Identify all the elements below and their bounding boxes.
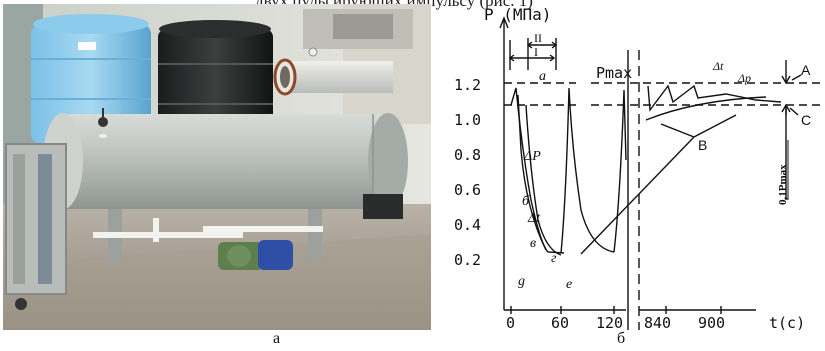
- label-pmax: Pmax: [596, 64, 632, 82]
- y-tick-1-0: 1.0: [454, 111, 481, 129]
- label-g: г: [551, 251, 557, 266]
- y-tick-0-4: 0.4: [454, 216, 481, 234]
- y-axis-label: P (МПа): [484, 5, 551, 24]
- x-tick-120: 120: [596, 314, 623, 330]
- y-tick-0-8: 0.8: [454, 146, 481, 164]
- x-tick-0: 0: [506, 314, 515, 330]
- label-II: II: [534, 31, 542, 45]
- label-B: B: [698, 137, 707, 153]
- caption-b: б: [617, 330, 626, 347]
- pump-unit: [218, 240, 293, 270]
- x-tick-60: 60: [551, 314, 569, 330]
- upper-pipe: [273, 47, 393, 96]
- label-delta-p: ΔP: [523, 149, 541, 164]
- x-tick-840: 840: [644, 314, 671, 330]
- pressure-diagram: P (МПа) 1.2 1.0 0.8 0.6 0.4 0.2 0 60 120…: [454, 5, 825, 330]
- left-frame: [5, 143, 67, 310]
- label-C: C: [801, 112, 811, 128]
- y-tick-1-2: 1.2: [454, 76, 481, 94]
- caption-a: а: [273, 330, 281, 347]
- label-I: I: [534, 45, 538, 59]
- label-delta-p-small: Δp: [737, 71, 751, 85]
- label-A: A: [801, 62, 811, 78]
- x-axis-label: t(c): [769, 314, 805, 330]
- y-tick-0-2: 0.2: [454, 251, 481, 269]
- label-b: б: [522, 194, 530, 209]
- main-horizontal-tank: [43, 108, 408, 209]
- label-a: a: [539, 69, 546, 84]
- equipment-photo: [3, 4, 431, 330]
- label-e: е: [566, 277, 572, 292]
- label-delta-t-small: Δt: [712, 59, 724, 73]
- label-v: в: [530, 236, 536, 251]
- y-tick-0-6: 0.6: [454, 181, 481, 199]
- x-tick-900: 900: [698, 314, 725, 330]
- label-g2: g: [518, 274, 525, 289]
- label-delta-t: Δt: [527, 211, 541, 226]
- label-01pmax: 0,1Pmax: [777, 164, 789, 205]
